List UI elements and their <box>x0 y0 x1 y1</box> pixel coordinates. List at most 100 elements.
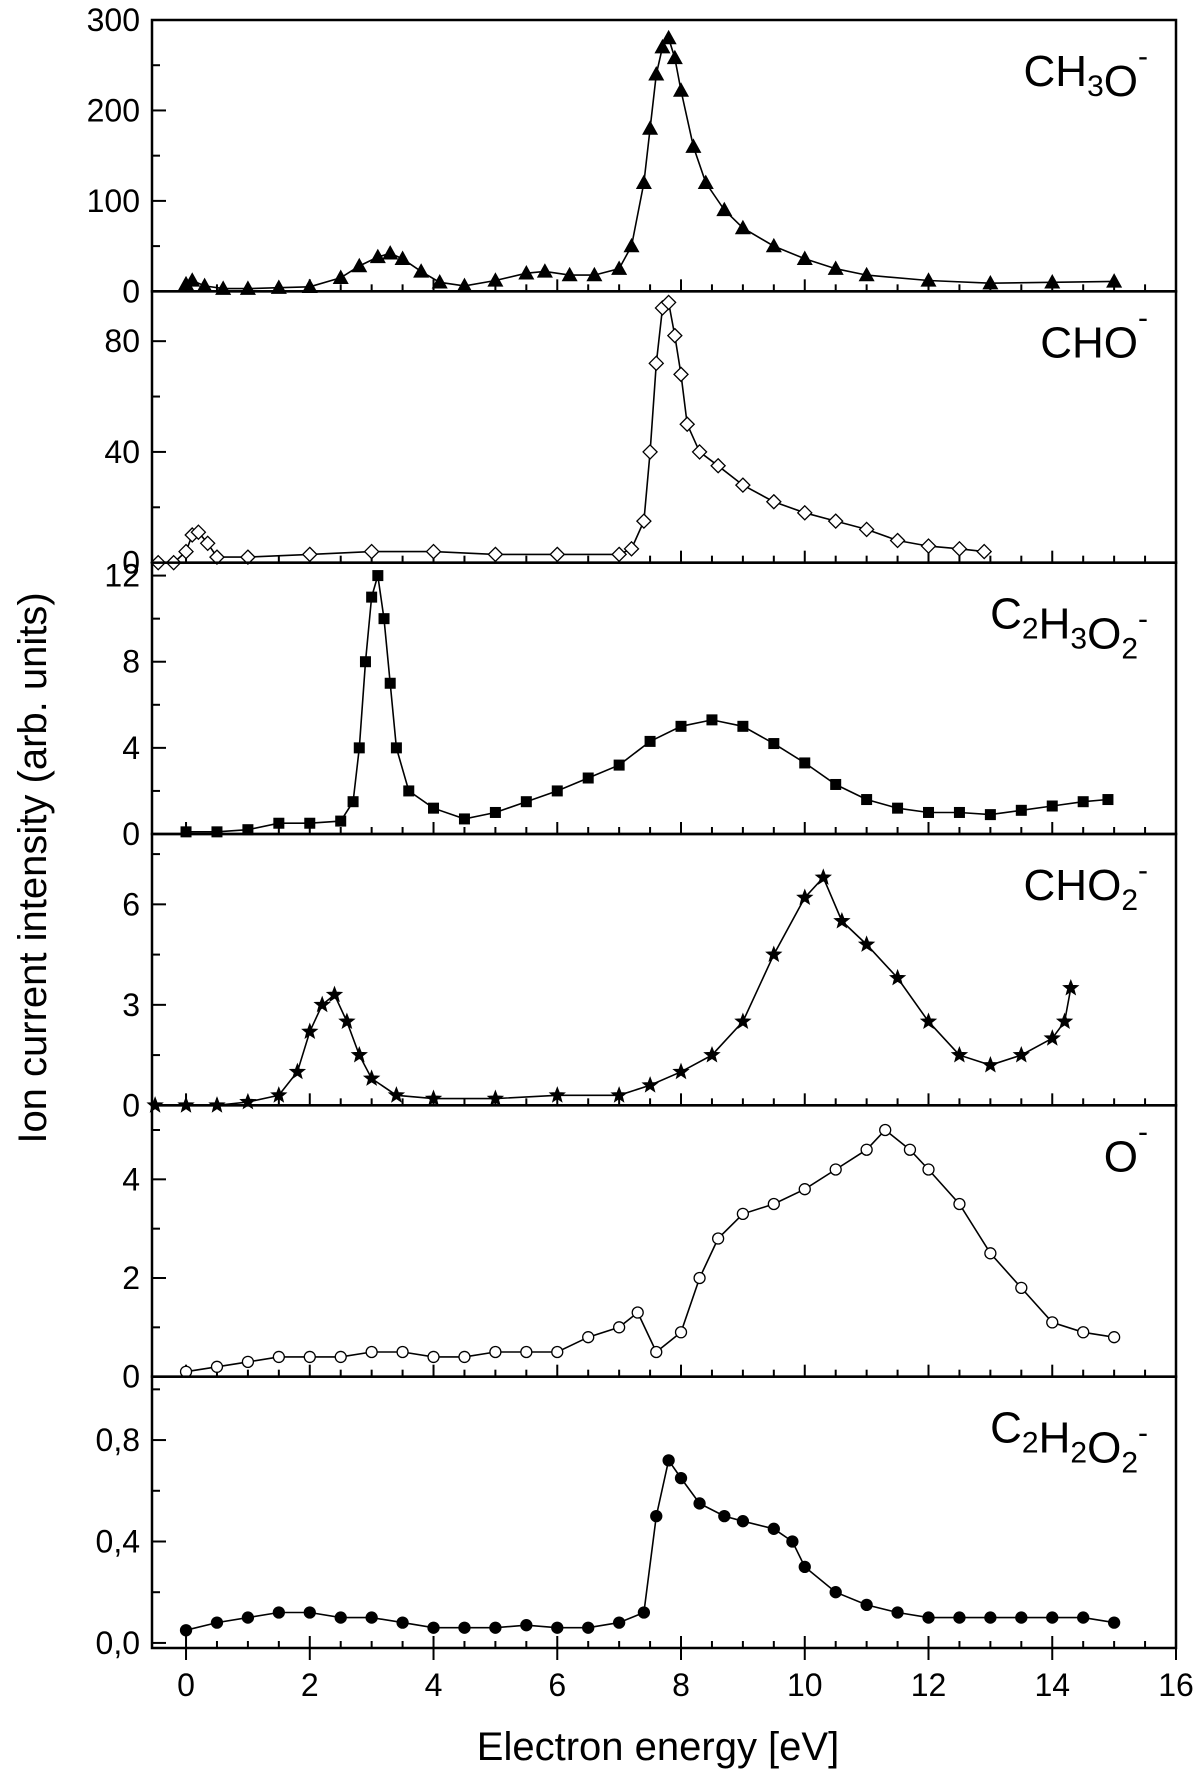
data-point <box>765 237 782 253</box>
data-point <box>736 1515 750 1528</box>
data-point <box>953 1197 966 1211</box>
data-point <box>648 66 665 81</box>
data-point <box>353 742 365 754</box>
data-point <box>413 263 430 278</box>
data-point <box>520 1345 533 1359</box>
y-tick-label: 80 <box>104 323 140 359</box>
data-point <box>210 1360 224 1373</box>
data-point <box>662 1454 675 1467</box>
y-tick-label: 2 <box>122 1260 140 1296</box>
data-point <box>861 794 873 806</box>
series-line <box>158 300 985 564</box>
data-point <box>716 201 733 217</box>
data-point <box>1015 1611 1028 1624</box>
data-point <box>303 1606 316 1619</box>
data-point <box>673 366 689 383</box>
data-point <box>582 1621 595 1634</box>
data-point <box>199 535 216 552</box>
data-point <box>184 272 201 287</box>
data-point <box>196 277 213 293</box>
data-point <box>487 272 504 287</box>
panel-label: CHO2- <box>1024 854 1148 917</box>
y-tick-label: 4 <box>122 1161 140 1197</box>
y-tick-label: 0 <box>122 545 140 581</box>
panel-label: O- <box>1104 1115 1148 1181</box>
data-point <box>561 266 578 282</box>
data-point <box>1044 274 1061 289</box>
data-point <box>390 742 402 754</box>
series-line <box>185 1128 1115 1373</box>
data-point <box>644 735 656 747</box>
data-point <box>1046 1611 1059 1624</box>
data-point <box>693 1497 706 1510</box>
data-point <box>951 540 968 557</box>
data-point <box>551 785 563 797</box>
data-point <box>270 1086 288 1103</box>
y-tick-label: 200 <box>87 92 140 128</box>
data-point <box>706 714 718 726</box>
data-point <box>642 120 659 135</box>
data-point <box>734 477 751 494</box>
y-tick-label: 12 <box>104 558 140 594</box>
panel-2: 0 40 80 CHO- <box>104 290 1178 581</box>
data-point <box>637 1606 651 1619</box>
x-axis: 0 2 4 6 8 10 12 14 16 <box>177 1648 1194 1703</box>
data-point <box>458 1621 471 1634</box>
data-point <box>660 29 677 45</box>
data-point <box>765 493 782 510</box>
data-point <box>210 1616 224 1629</box>
data-point <box>338 1012 356 1030</box>
data-point <box>518 265 535 280</box>
panel-frame <box>150 1375 1178 1650</box>
data-point <box>458 1350 471 1364</box>
data-point <box>520 1619 533 1632</box>
y-tick-label: 0,4 <box>96 1523 140 1559</box>
data-point <box>486 1089 505 1107</box>
data-point <box>860 1598 873 1612</box>
panel-label: CHO- <box>1040 301 1148 367</box>
data-point <box>520 796 532 808</box>
y-tick-label: 0 <box>122 1087 140 1123</box>
data-point <box>796 250 813 265</box>
data-point <box>428 802 440 814</box>
data-point <box>734 1012 752 1030</box>
y-tick-label: 0 <box>122 1359 140 1395</box>
data-point <box>718 1509 731 1523</box>
data-point <box>332 269 349 284</box>
data-point <box>303 1350 316 1364</box>
y-tick-label: 0 <box>122 273 140 309</box>
data-point <box>209 549 225 566</box>
data-point <box>635 174 652 189</box>
data-point <box>582 772 594 784</box>
data-point <box>857 935 876 952</box>
data-point <box>335 815 347 827</box>
x-tick-label: 4 <box>425 1667 443 1703</box>
data-point <box>1102 794 1114 806</box>
data-point <box>241 1611 255 1624</box>
data-point <box>829 1586 842 1599</box>
data-point <box>211 826 223 838</box>
data-point <box>798 1183 811 1196</box>
data-point <box>301 1022 319 1040</box>
data-point <box>889 532 906 549</box>
data-point <box>858 266 875 282</box>
data-point <box>919 1012 938 1030</box>
data-point <box>363 543 380 560</box>
x-axis-title: Electron energy [eV] <box>477 1725 839 1769</box>
data-point <box>666 327 683 344</box>
data-point <box>325 985 344 1003</box>
data-point <box>666 49 683 65</box>
data-point <box>737 720 749 732</box>
y-tick-label: 0,0 <box>96 1625 140 1661</box>
data-point <box>833 911 851 929</box>
panel-frame <box>150 832 1178 1107</box>
data-point <box>827 260 844 275</box>
data-point <box>489 1621 502 1634</box>
data-point <box>672 1062 690 1080</box>
data-point <box>711 1232 725 1245</box>
series-line <box>185 1458 1115 1631</box>
data-point <box>425 543 442 560</box>
data-point <box>273 817 285 829</box>
data-point <box>347 796 359 808</box>
